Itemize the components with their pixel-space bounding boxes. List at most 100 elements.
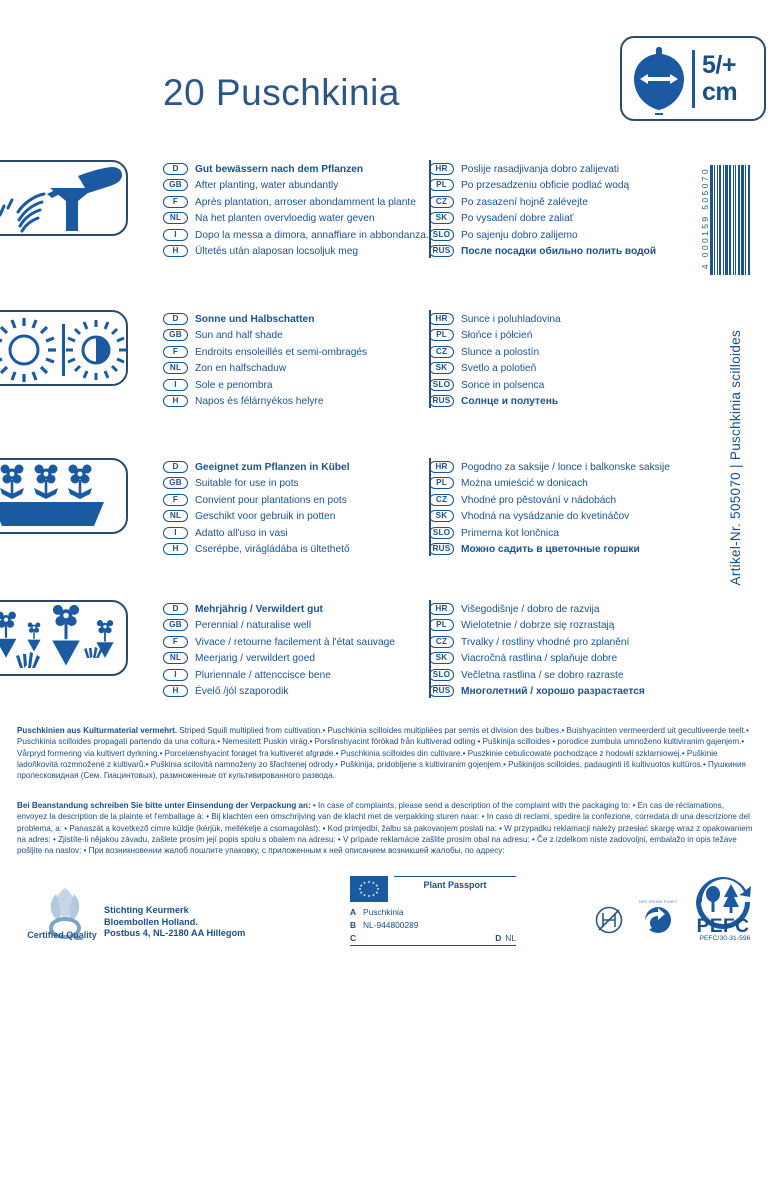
language-column-right: HR Poslije rasadjivanja dobro zalijevati P… — [429, 162, 695, 260]
language-line-text: Солнце и полутень — [461, 396, 559, 408]
language-line-text: Sonne und Halbschatten — [195, 314, 315, 325]
language-code-gb-icon: GB — [163, 477, 188, 490]
language-code-h-icon: H — [163, 685, 188, 698]
language-code-cz-icon: CZ — [429, 493, 454, 506]
eu-star-icon — [372, 881, 375, 885]
language-line-text: Trvalky / rostliny vhodné pro zplanění — [461, 636, 630, 648]
language-line-text: Po przesadzeniu obficie podlać wodą — [461, 180, 630, 192]
column-divider — [429, 310, 431, 408]
language-code-d-icon: D — [163, 603, 188, 615]
barcode-bar — [719, 165, 722, 275]
eu-star-icon — [367, 880, 371, 884]
language-column-right: HR Pogodno za saksije / lonce i balkonske… — [429, 460, 695, 558]
language-line-text: Vivace / retourne facilement à l'état sa… — [195, 636, 395, 648]
column-divider — [429, 160, 431, 258]
language-code-f-icon: F — [163, 635, 188, 648]
language-line-text: Многолетний / хорошо разрастается — [461, 686, 645, 698]
naturalising-flowers-icon — [0, 600, 128, 676]
passport-row-a: A Puschkinia — [350, 907, 516, 920]
propagation-notice: Puschkinien aus Kulturmaterial vermehrt.… — [17, 725, 753, 781]
language-code-pl-icon: PL — [429, 329, 454, 342]
language-line: H Cserépbe, virágládába is ültethető — [163, 542, 429, 558]
language-line: RUS После посадки обильно полить водой — [429, 244, 695, 260]
language-line: GB Sun and half shade — [163, 328, 429, 344]
eu-star-icon — [363, 893, 366, 897]
flowers-in-planter-box-icon — [0, 458, 128, 534]
language-line: RUS Многолетний / хорошо разрастается — [429, 684, 695, 700]
language-line: CZ Vhodné pro pěstování v nádobách — [429, 493, 695, 509]
passport-row-a-value: Puschkinia — [363, 907, 404, 917]
language-line-text: Perennial / naturalise well — [195, 620, 312, 632]
language-code-f-icon: F — [163, 493, 188, 506]
language-code-nl-icon: NL — [163, 212, 188, 225]
language-line: NL Meerjarig / verwildert goed — [163, 651, 429, 667]
language-line-text: Zon en halfschaduw — [195, 363, 287, 375]
language-code-slo-icon: SLO — [429, 378, 454, 391]
language-code-hr-icon: HR — [429, 313, 454, 325]
language-code-cz-icon: CZ — [429, 195, 454, 208]
language-code-d-icon: D — [163, 313, 188, 325]
language-line-text: Można umieścić w donicach — [461, 478, 588, 490]
plant-passport: Plant Passport A Puschkinia B NL-9448002… — [350, 876, 516, 946]
bulb-size-badge: 5/+ cm — [620, 36, 766, 121]
eu-star-icon — [372, 893, 375, 897]
language-line-text: Sun and half shade — [195, 330, 283, 342]
barcode-bar — [722, 165, 724, 275]
keurmerk-address-line-1: Stichting Keurmerk — [104, 905, 189, 915]
propagation-notice-heading: Puschkinien aus Kulturmaterial vermehrt. — [17, 726, 178, 735]
language-line: HR Sunce i poluhladovina — [429, 312, 695, 328]
language-code-pl-icon: PL — [429, 619, 454, 632]
language-line-text: Gut bewässern nach dem Pflanzen — [195, 164, 364, 175]
language-line-text: Na het planten overvloedig water geven — [195, 213, 375, 225]
barcode-bar — [716, 165, 718, 275]
language-line: SLO Večletna rastlina / se dobro razraste — [429, 668, 695, 684]
language-code-nl-icon: NL — [163, 510, 188, 523]
language-line: NL Na het planten overvloedig water geven — [163, 211, 429, 227]
language-line-text: Słońce i półcień — [461, 330, 533, 342]
language-line: CZ Trvalky / rostliny vhodné pro zplanění — [429, 635, 695, 651]
svg-text:DER GRÜNE PUNKT: DER GRÜNE PUNKT — [639, 899, 678, 904]
language-line: SK Vhodná na vysádzanie do kvetináčov — [429, 509, 695, 525]
eu-star-icon — [375, 891, 379, 894]
language-line: H Napos és félárnyékos helyre — [163, 394, 429, 410]
barcode-bar — [741, 165, 744, 275]
language-code-i-icon: I — [163, 668, 188, 681]
language-line: SLO Po sajenju dobro zalijemo — [429, 228, 695, 244]
language-line-text: Adatto all'uso in vasi — [195, 527, 288, 539]
language-line: F Endroits ensoleillés et semi-ombragés — [163, 345, 429, 361]
language-line: SLO Primerna kot lončnica — [429, 526, 695, 542]
language-code-hr-icon: HR — [429, 461, 454, 473]
language-line: SK Svetlo a polotieň — [429, 361, 695, 377]
passport-row-c: C D NL — [350, 933, 516, 946]
language-code-sk-icon: SK — [429, 362, 454, 375]
passport-row-b: B NL-944800289 — [350, 920, 516, 933]
barcode-bar — [729, 165, 732, 275]
language-code-f-icon: F — [163, 195, 188, 208]
sun-and-half-shade-icon — [0, 310, 128, 386]
language-code-cz-icon: CZ — [429, 635, 454, 648]
language-line-text: Можно садить в цветочные горшки — [461, 544, 640, 556]
language-line: F Vivace / retourne facilement à l'état s… — [163, 635, 429, 651]
language-code-rus-icon: RUS — [429, 543, 454, 556]
eu-star-icon — [375, 884, 379, 887]
language-line-text: Po sajenju dobro zalijemo — [461, 229, 578, 241]
language-line-text: Po vysadení dobre zaliať — [461, 213, 574, 225]
language-line: RUS Солнце и полутень — [429, 394, 695, 410]
language-code-nl-icon: NL — [163, 362, 188, 375]
language-line: I Adatto all'uso in vasi — [163, 526, 429, 542]
language-code-h-icon: H — [163, 395, 188, 408]
language-line-text: Slunce a polostín — [461, 346, 540, 358]
plant-passport-title: Plant Passport — [394, 876, 516, 890]
passport-row-b-key: B — [350, 920, 357, 930]
language-line: F Convient pour plantations en pots — [163, 493, 429, 509]
language-line-text: Večletna rastlina / se dobro razraste — [461, 669, 624, 681]
language-line-text: Po zasazení hojně zalévejte — [461, 196, 588, 208]
barcode-bar — [710, 165, 713, 275]
language-line: D Sonne und Halbschatten — [163, 312, 429, 328]
language-code-rus-icon: RUS — [429, 245, 454, 258]
language-line-text: Meerjarig / verwildert goed — [195, 653, 316, 665]
language-code-rus-icon: RUS — [429, 685, 454, 698]
language-line: I Dopo la messa a dimora, annaffiare in a… — [163, 228, 429, 244]
language-line: RUS Можно садить в цветочные горшки — [429, 542, 695, 558]
language-line-text: After planting, water abundantly — [195, 180, 339, 192]
